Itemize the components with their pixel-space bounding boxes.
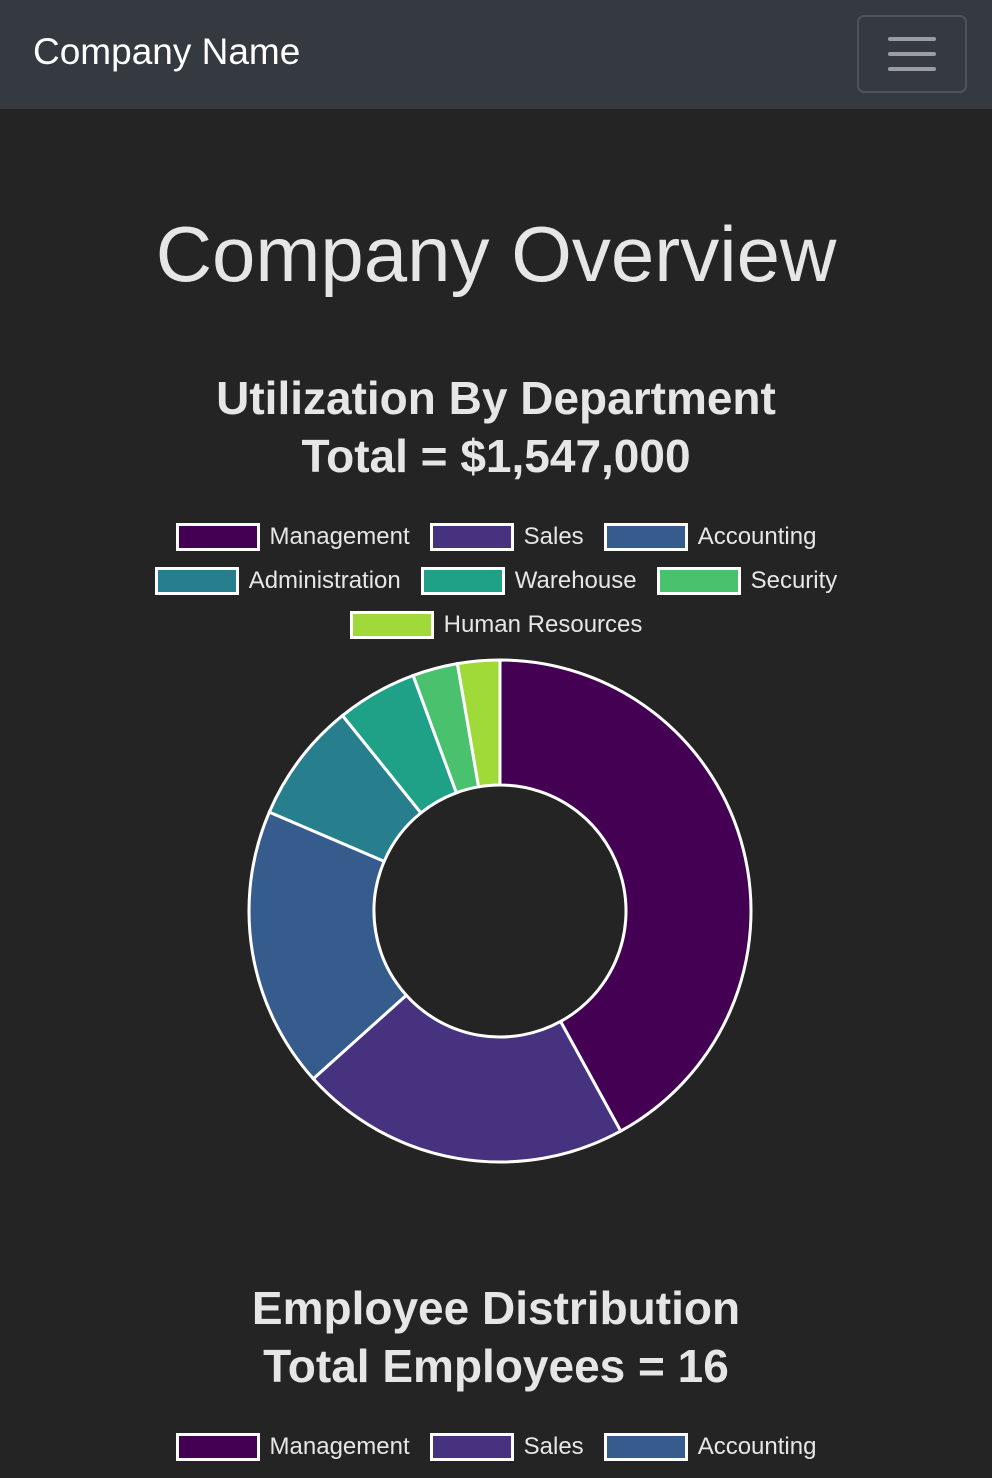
utilization-donut-chart — [247, 658, 753, 1164]
legend-label: Sales — [523, 523, 584, 550]
legend-item-management[interactable]: Management — [175, 523, 410, 551]
donut-slice-human-resources[interactable] — [455, 658, 502, 789]
employee-title-line2: Total Employees = 16 — [263, 1340, 729, 1392]
legend-swatch — [420, 567, 505, 595]
employee-legend: Management Sales Accounting — [0, 1425, 992, 1469]
legend-label: Human Resources — [443, 611, 643, 638]
legend-swatch — [603, 523, 688, 551]
employee-chart-title: Employee Distribution Total Employees = … — [0, 1279, 992, 1395]
legend-swatch — [656, 567, 741, 595]
legend-label: Warehouse — [514, 567, 637, 594]
legend-item-administration[interactable]: Administration — [154, 567, 401, 595]
legend-swatch — [175, 523, 260, 551]
donut-slice-management[interactable] — [498, 658, 753, 1134]
legend-label: Accounting — [697, 1433, 817, 1460]
brand-link[interactable]: Company Name — [33, 31, 301, 72]
legend-swatch — [429, 523, 514, 551]
legend-item-accounting[interactable]: Accounting — [603, 523, 817, 551]
legend-swatch — [175, 1433, 260, 1461]
legend-row: Administration Warehouse Security — [0, 559, 992, 603]
legend-label: Administration — [248, 567, 401, 594]
legend-label: Sales — [523, 1433, 584, 1460]
legend-row: Human Resources — [0, 603, 992, 647]
page-title: Company Overview — [155, 210, 837, 298]
legend-item-management[interactable]: Management — [175, 1433, 410, 1461]
utilization-legend: Management Sales Accounting Administration… — [0, 515, 992, 647]
legend-label: Management — [269, 523, 410, 550]
legend-swatch — [154, 567, 239, 595]
legend-row: Management Sales Accounting — [0, 515, 992, 559]
legend-swatch — [349, 611, 434, 639]
utilization-chart-title: Utilization By Department Total = $1,547… — [0, 369, 992, 485]
donut-slice-accounting[interactable] — [247, 810, 409, 1081]
legend-item-human-resources[interactable]: Human Resources — [349, 611, 643, 639]
employee-title-line1: Employee Distribution — [251, 1282, 741, 1334]
legend-label: Management — [269, 1433, 410, 1460]
legend-label: Security — [750, 567, 838, 594]
legend-item-sales[interactable]: Sales — [429, 523, 584, 551]
legend-swatch — [429, 1433, 514, 1461]
legend-item-security[interactable]: Security — [656, 567, 838, 595]
navbar-toggler-button[interactable] — [857, 15, 967, 93]
legend-swatch — [603, 1433, 688, 1461]
utilization-title-line1: Utilization By Department — [216, 372, 776, 424]
legend-row: Management Sales Accounting — [0, 1425, 992, 1469]
legend-item-sales[interactable]: Sales — [429, 1433, 584, 1461]
donut-slice-sales[interactable] — [311, 993, 623, 1164]
legend-label: Accounting — [697, 523, 817, 550]
navbar: Company Name — [0, 0, 992, 109]
legend-item-accounting[interactable]: Accounting — [603, 1433, 817, 1461]
legend-item-warehouse[interactable]: Warehouse — [420, 567, 637, 595]
utilization-title-line2: Total = $1,547,000 — [301, 430, 691, 482]
